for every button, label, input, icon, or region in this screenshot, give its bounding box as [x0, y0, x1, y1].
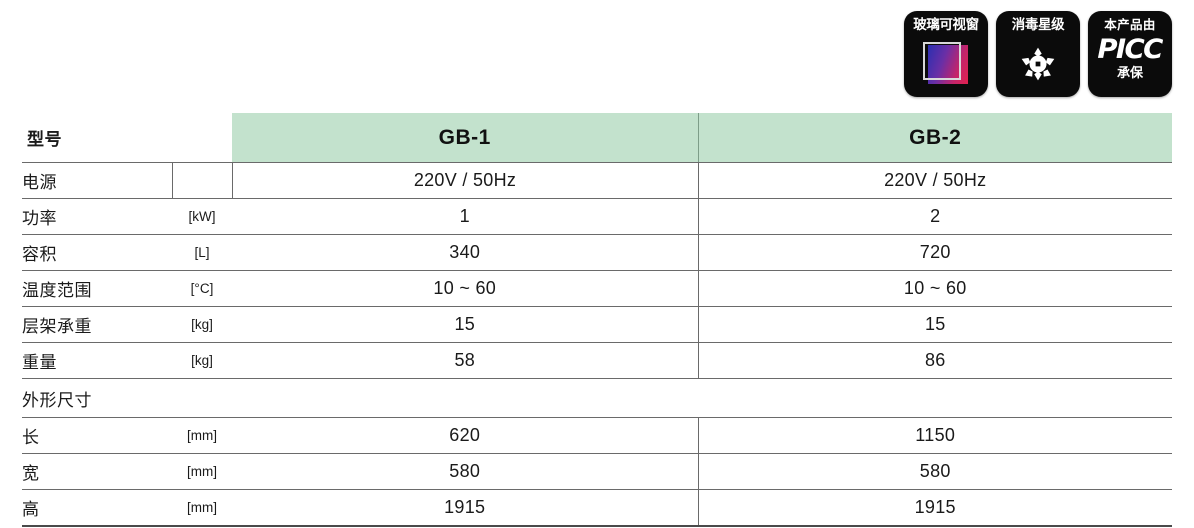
header-model-gb2: GB-2 [697, 113, 1172, 163]
row-value-gb2: 580 [697, 453, 1172, 490]
row-value-gb1: 620 [232, 417, 698, 454]
row-unit: [kg] [172, 306, 232, 343]
table-row: 电源 220V / 50Hz 220V / 50Hz [22, 162, 1172, 199]
header-unit-cell [172, 113, 232, 163]
specification-table-wrapper: 型号 GB-1 GB-2 电源 220V / 50Hz 220V / 50Hz … [22, 113, 1172, 527]
row-value-gb1: 10 ~ 60 [232, 270, 698, 307]
row-label: 电源 [22, 162, 172, 199]
row-unit [171, 162, 233, 199]
table-row: 宽 [mm] 580 580 [22, 453, 1172, 490]
badge-sterilize-star: 消毒星级 [996, 11, 1080, 97]
row-label: 温度范围 [22, 270, 172, 307]
picc-subtitle-text: 承保 [1116, 65, 1143, 81]
row-value-gb2: 86 [697, 342, 1172, 379]
row-label: 功率 [22, 198, 172, 235]
table-header-row: 型号 GB-1 GB-2 [22, 113, 1172, 163]
gradient-window-icon [923, 41, 969, 86]
row-value-gb2: 1150 [697, 417, 1172, 454]
row-unit: [kW] [172, 198, 232, 235]
row-value-gb2: 15 [697, 306, 1172, 343]
row-unit: [kg] [172, 342, 232, 379]
row-value-gb2: 10 ~ 60 [697, 270, 1172, 307]
certification-badge-strip: 玻璃可视窗 消毒星级 本产品由 PICC 承保 [904, 11, 1172, 97]
header-label-cell: 型号 [22, 113, 172, 163]
table-row: 温度范围 [°C] 10 ~ 60 10 ~ 60 [22, 270, 1172, 307]
badge-glass-window: 玻璃可视窗 [904, 11, 988, 97]
table-row: 功率 [kW] 1 2 [22, 198, 1172, 235]
table-group-row: 外形尺寸 [22, 378, 1172, 418]
row-label: 容积 [22, 234, 172, 271]
specification-table: 型号 GB-1 GB-2 电源 220V / 50Hz 220V / 50Hz … [22, 113, 1172, 527]
row-label: 宽 [22, 453, 172, 490]
row-unit: [mm] [172, 417, 232, 454]
row-value-gb1: 340 [232, 234, 698, 271]
badge-glass-window-label: 玻璃可视窗 [913, 17, 979, 33]
badge-sterilize-star-label: 消毒星级 [1011, 17, 1065, 33]
group-label: 外形尺寸 [22, 378, 1172, 418]
row-value-gb2: 220V / 50Hz [697, 162, 1172, 199]
row-label: 高 [22, 489, 172, 527]
row-label: 重量 [22, 342, 172, 379]
row-value-gb2: 720 [697, 234, 1172, 271]
row-unit: [°C] [172, 270, 232, 307]
gradient-window-frame [923, 41, 961, 80]
row-value-gb2: 2 [697, 198, 1172, 235]
row-value-gb1: 58 [232, 342, 698, 379]
gradient-window-pane [928, 44, 968, 84]
row-value-gb1: 1 [232, 198, 698, 235]
row-value-gb1: 220V / 50Hz [232, 162, 698, 199]
picc-brand-text: PICC [1097, 33, 1164, 65]
row-value-gb1: 15 [232, 306, 698, 343]
table-row: 长 [mm] 620 1150 [22, 417, 1172, 454]
badge-picc-insured: 本产品由 PICC 承保 [1088, 11, 1172, 97]
snowflake-icon [1021, 47, 1055, 81]
row-label: 层架承重 [22, 306, 172, 343]
row-unit: [mm] [172, 453, 232, 490]
row-value-gb1: 1915 [232, 489, 698, 527]
row-unit: [mm] [172, 489, 232, 527]
table-row: 高 [mm] 1915 1915 [22, 489, 1172, 527]
row-value-gb2: 1915 [697, 489, 1172, 527]
specification-table-body: 型号 GB-1 GB-2 电源 220V / 50Hz 220V / 50Hz … [22, 113, 1172, 527]
table-row: 容积 [L] 340 720 [22, 234, 1172, 271]
badge-picc-label: 本产品由 [1104, 17, 1156, 32]
table-row: 重量 [kg] 58 86 [22, 342, 1172, 379]
row-value-gb1: 580 [232, 453, 698, 490]
table-row: 层架承重 [kg] 15 15 [22, 306, 1172, 343]
header-model-gb1: GB-1 [232, 113, 698, 163]
row-label: 长 [22, 417, 172, 454]
row-unit: [L] [172, 234, 232, 271]
